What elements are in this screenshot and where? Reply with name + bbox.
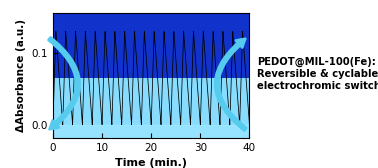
X-axis label: Time (min.): Time (min.)	[115, 158, 187, 168]
Y-axis label: ΔAbsorbance (a.u.): ΔAbsorbance (a.u.)	[16, 19, 26, 132]
Bar	[53, 13, 249, 138]
Text: PEDOT@MIL-100(Fe):
Reversible & cyclable
electrochromic switching: PEDOT@MIL-100(Fe): Reversible & cyclable…	[257, 57, 378, 91]
Bar	[53, 13, 249, 78]
